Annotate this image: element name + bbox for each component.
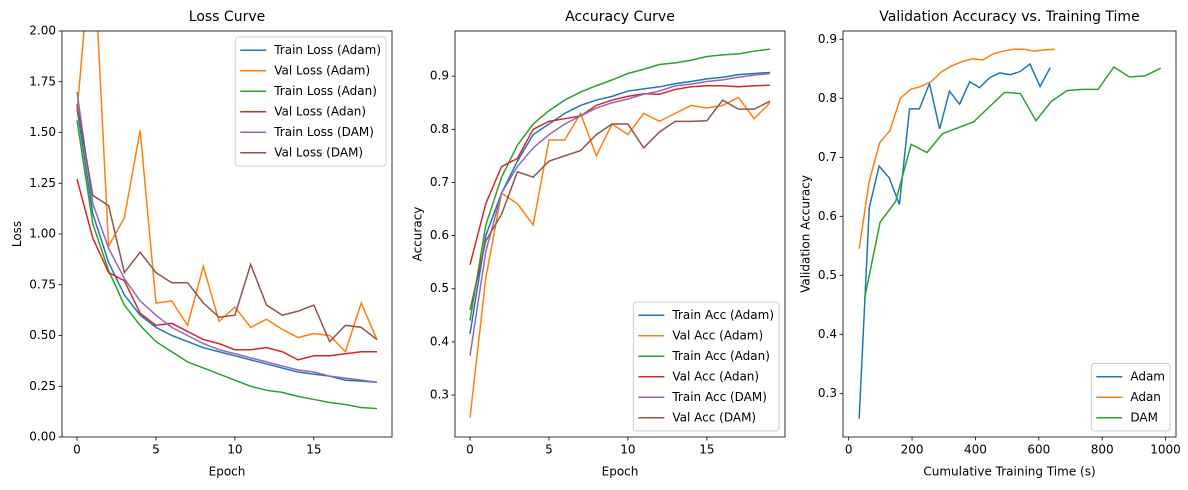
series-line	[76, 178, 377, 361]
y-tick-label: 0.9	[818, 32, 837, 46]
y-tick-label: 0.5	[430, 281, 449, 295]
x-tick-label: 10	[620, 443, 635, 457]
series-line	[863, 65, 1162, 300]
series-line	[469, 72, 771, 356]
x-axis-label: Cumulative Training Time (s)	[923, 465, 1095, 479]
series-line	[469, 71, 771, 335]
subplot: 0 5 10 15 0.3 0.4 0.5 0.6 0.7 0.8 0.9 Accuracy Curv…	[410, 9, 786, 479]
legend-box	[234, 36, 387, 167]
x-axis-label: Epoch	[209, 465, 246, 479]
legend-label: Val Acc (DAM)	[672, 410, 756, 424]
x-tick-label: 5	[152, 443, 160, 457]
series-line	[858, 62, 1051, 419]
y-tick-label: 0.9	[430, 69, 449, 83]
y-tick-label: 0.6	[818, 209, 837, 223]
legend-label: Train Acc (Adan)	[671, 349, 770, 363]
legend-label: Train Acc (Adam)	[671, 308, 774, 322]
y-tick-label: 0.3	[430, 388, 449, 402]
legend: Train Loss (Adam) Val Loss (Adam) Train Lo…	[234, 36, 387, 167]
plot-area	[76, 31, 378, 410]
y-tick-label: 1.00	[29, 227, 56, 241]
legend-label: DAM	[1130, 410, 1158, 424]
y-axis-label: Loss	[10, 221, 24, 247]
y-tick-label: 0.5	[818, 268, 837, 282]
y-tick-label: 1.75	[29, 74, 56, 88]
y-tick-label: 0.75	[29, 277, 56, 291]
series-line	[76, 91, 378, 383]
y-tick-label: 2.00	[29, 24, 56, 38]
legend-label: Val Loss (Adam)	[274, 63, 370, 77]
legend-box	[1090, 363, 1171, 432]
y-axis-label: Validation Accuracy	[798, 175, 812, 293]
axes-frame	[454, 30, 786, 438]
x-tick-label: 400	[964, 443, 987, 457]
legend: Adam Adan DAM	[1090, 363, 1171, 432]
y-tick-label: 0.8	[430, 122, 449, 136]
x-tick-label: 800	[1091, 443, 1114, 457]
x-tick-label: 5	[545, 443, 553, 457]
y-tick-label: 0.50	[29, 328, 56, 342]
y-tick-label: 0.4	[430, 334, 449, 348]
plot-area	[858, 48, 1162, 419]
series-line	[76, 103, 378, 343]
y-tick-label: 1.50	[29, 125, 56, 139]
y-axis-label: Accuracy	[410, 207, 424, 262]
x-tick-label: 200	[901, 443, 924, 457]
x-tick-label: 0	[845, 443, 853, 457]
series-line	[469, 84, 771, 266]
axes-frame	[842, 30, 1177, 438]
subplot: 0 5 10 15 0.00 0.25 0.50 0.75 1.00 1.25 1.50 1.75 2.…	[10, 9, 393, 479]
axes-frame	[61, 30, 393, 438]
series-line	[76, 120, 378, 410]
y-tick-label: 0.7	[430, 175, 449, 189]
x-tick-label: 600	[1027, 443, 1050, 457]
legend-label: Val Acc (Adan)	[672, 369, 759, 383]
series-line	[858, 48, 1055, 249]
y-tick-label: 0.3	[818, 386, 837, 400]
x-tick-label: 1000	[1150, 443, 1181, 457]
legend-label: Train Loss (DAM)	[273, 125, 374, 139]
series-line	[469, 99, 771, 311]
x-tick-label: 0	[73, 443, 81, 457]
y-tick-label: 0.7	[818, 150, 837, 164]
legend-box	[632, 301, 780, 432]
legend-label: Adam	[1130, 369, 1165, 383]
chart-title: Loss Curve	[189, 9, 265, 25]
plot-area	[469, 48, 771, 418]
chart-title: Accuracy Curve	[565, 9, 675, 25]
x-tick-label: 0	[466, 443, 474, 457]
legend-label: Val Loss (Adan)	[274, 104, 366, 118]
legend-label: Train Loss (Adan)	[273, 84, 377, 98]
x-tick-label: 10	[227, 443, 242, 457]
legend-label: Adan	[1130, 390, 1161, 404]
subplot: 0 200 400 600 800 1000 0.3 0.4 0.5 0.6 0.7 0.8 0.9 Va…	[798, 9, 1180, 479]
chart-title: Validation Accuracy vs. Training Time	[879, 9, 1139, 25]
y-tick-label: 1.25	[29, 176, 56, 190]
y-tick-label: 0.4	[818, 327, 837, 341]
y-tick-label: 0.6	[430, 228, 449, 242]
series-line	[469, 96, 771, 418]
legend-label: Train Loss (Adam)	[273, 43, 381, 57]
series-line	[469, 48, 771, 321]
legend-label: Val Acc (Adam)	[672, 328, 763, 342]
legend-label: Train Acc (DAM)	[671, 390, 767, 404]
legend-label: Val Loss (DAM)	[274, 145, 363, 159]
y-tick-label: 0.8	[818, 91, 837, 105]
x-tick-label: 15	[306, 443, 321, 457]
y-tick-label: 0.25	[29, 379, 56, 393]
x-tick-label: 15	[699, 443, 714, 457]
y-tick-label: 0.00	[29, 430, 56, 444]
legend: Train Acc (Adam) Val Acc (Adam) Train Acc …	[632, 301, 780, 432]
x-axis-label: Epoch	[602, 465, 639, 479]
